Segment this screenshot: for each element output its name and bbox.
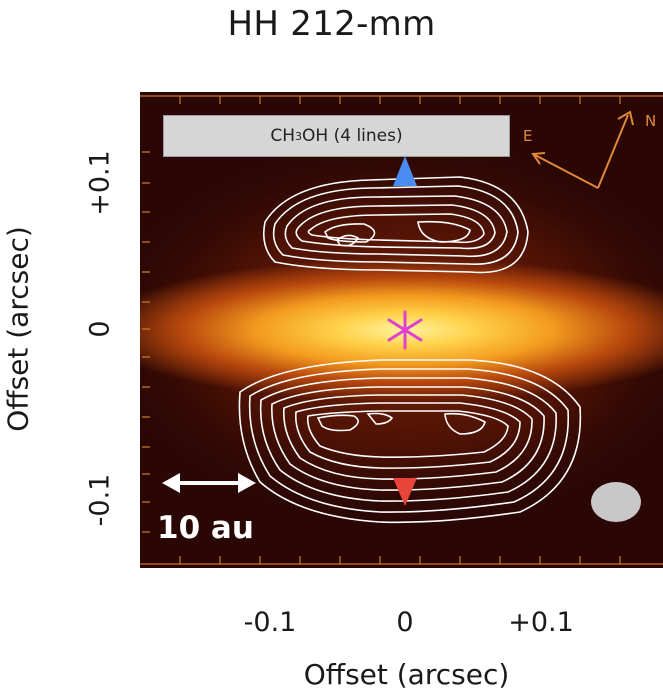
molecule-label-box: CH 3 OH (4 lines) — [163, 115, 510, 157]
image-panel: CH 3 OH (4 lines) 10 au E N — [140, 92, 663, 568]
upper-contours — [262, 176, 529, 274]
red-jet-arrow — [393, 362, 417, 506]
scale-bar-arrow — [162, 473, 256, 493]
molecule-subscript: 3 — [295, 129, 303, 143]
x-tick-label-left: -0.1 — [243, 607, 297, 638]
x-tick-label-right: +0.1 — [508, 607, 574, 638]
beam-ellipse — [591, 482, 641, 522]
y-axis-label: Offset (arcsec) — [1, 226, 35, 432]
compass-east-label: E — [523, 127, 533, 145]
frame-ticks — [140, 95, 663, 565]
y-tick-label-bottom: -0.1 — [84, 473, 116, 527]
molecule-prefix: CH — [270, 126, 296, 146]
disk-emission — [140, 258, 663, 402]
molecule-suffix: OH (4 lines) — [302, 126, 403, 146]
blue-jet-arrow — [393, 156, 417, 292]
y-tick-label-mid: 0 — [84, 320, 116, 338]
y-tick-label-top: +0.1 — [84, 150, 116, 216]
figure-title: HH 212-mm — [227, 4, 436, 44]
x-tick-label-mid: 0 — [396, 607, 414, 638]
x-axis-label: Offset (arcsec) — [303, 658, 510, 691]
compass-arrows — [531, 110, 634, 189]
image-panel-svg — [140, 92, 663, 568]
lower-contours — [238, 359, 582, 524]
compass-north-label: N — [645, 112, 657, 130]
scale-bar-label: 10 au — [157, 510, 254, 546]
protostar-marker — [387, 310, 423, 350]
